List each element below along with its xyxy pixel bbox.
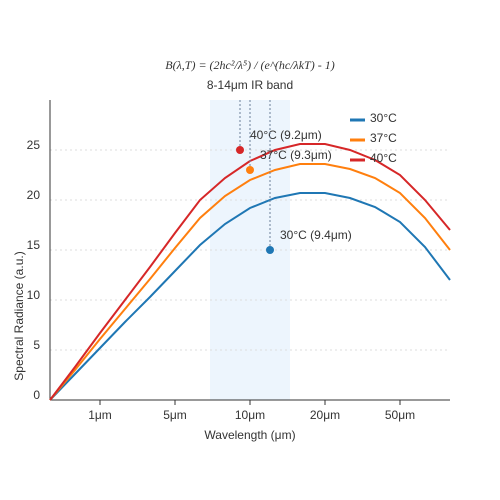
legend-label: 30°C (370, 111, 397, 125)
annotation-point (246, 166, 254, 174)
x-tick-label: 1μm (88, 408, 112, 422)
x-axis-label: Wavelength (μm) (204, 428, 295, 442)
annotation-point (236, 146, 244, 154)
x-tick-label: 5μm (163, 408, 187, 422)
annotation-label: 30°C (9.4μm) (280, 228, 352, 242)
y-axis-label: Spectral Radiance (a.u.) (12, 251, 26, 380)
y-tick-label: 5 (33, 338, 40, 352)
legend-label: 37°C (370, 131, 397, 145)
y-tick-label: 20 (27, 188, 41, 202)
annotation-label: 37°C (9.3μm) (260, 148, 332, 162)
annotation-label: 40°C (9.2μm) (250, 128, 322, 142)
line (49, 163, 451, 401)
x-tick-label: 50μm (385, 408, 415, 422)
chart-title: B(λ,T) = (2hc²/λ⁵) / (e^(hc/λkT) - 1) (165, 58, 334, 72)
line (49, 192, 451, 401)
annotation-point (266, 246, 274, 254)
band-label: 8-14μm IR band (207, 78, 293, 92)
x-tick-label: 20μm (310, 408, 340, 422)
x-tick-label: 10μm (235, 408, 265, 422)
y-tick-label: 10 (27, 288, 41, 302)
y-tick-label: 25 (27, 138, 41, 152)
legend-label: 40°C (370, 151, 397, 165)
y-tick-label: 15 (27, 238, 41, 252)
y-tick-label: 0 (33, 388, 40, 402)
